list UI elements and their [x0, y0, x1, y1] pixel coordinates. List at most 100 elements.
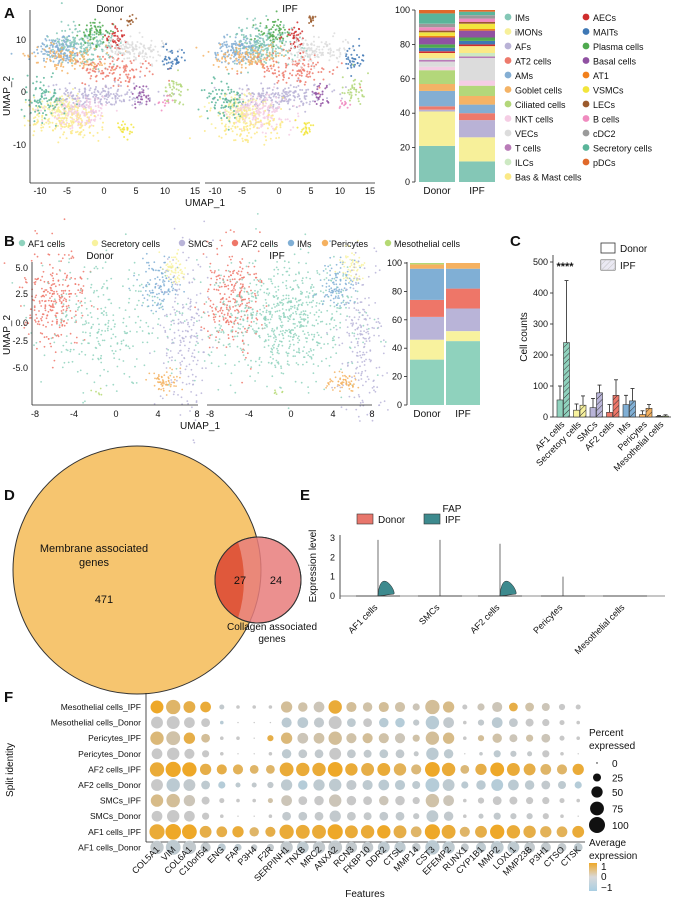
cell-point [225, 286, 227, 288]
cell-point [116, 47, 118, 49]
cell-point [119, 349, 121, 351]
cell-point [89, 72, 91, 74]
cell-point [173, 323, 175, 325]
cell-point [154, 378, 156, 380]
cell-point [97, 42, 99, 44]
cell-point [230, 108, 232, 110]
cell-point [173, 381, 175, 383]
cell-point [35, 296, 37, 298]
cell-point [316, 88, 318, 90]
cell-point [353, 49, 355, 51]
cell-point [273, 86, 275, 88]
cell-point [227, 279, 229, 281]
cell-point [30, 317, 32, 319]
cell-point [94, 19, 96, 21]
cell-point [82, 340, 84, 342]
cell-point [266, 97, 268, 99]
cell-point [339, 56, 341, 58]
cell-point [138, 300, 140, 302]
cell-point [94, 31, 96, 33]
legend-label: Bas & Mast cells [515, 173, 582, 183]
cell-point [264, 71, 266, 73]
cell-point [56, 97, 58, 99]
cell-point [268, 70, 270, 72]
cell-point [227, 49, 229, 51]
cell-point [158, 101, 160, 103]
cell-point [64, 107, 66, 109]
cell-point [331, 91, 333, 93]
cell-point [252, 124, 254, 126]
cell-point [240, 283, 242, 285]
cell-point [227, 285, 229, 287]
legend-label: LECs [593, 100, 616, 110]
cell-point [97, 56, 99, 58]
cell-point [193, 278, 195, 280]
cell-point [187, 324, 189, 326]
cell-point [226, 117, 228, 119]
cell-point [217, 253, 219, 255]
cell-point [244, 128, 246, 130]
cell-point [20, 305, 22, 307]
cell-point [91, 42, 93, 44]
cell-point [120, 30, 122, 32]
cell-point [174, 99, 176, 101]
cell-point [355, 91, 357, 93]
legend-swatch [505, 159, 512, 166]
cell-point [99, 344, 101, 346]
cell-point [305, 75, 307, 77]
cell-point [270, 97, 272, 99]
cell-point [252, 101, 254, 103]
cell-point [326, 97, 328, 99]
cell-point [69, 82, 71, 84]
cell-point [208, 102, 210, 104]
cell-point [118, 359, 120, 361]
cell-point [173, 385, 175, 387]
cell-point [168, 80, 170, 82]
cell-point [110, 30, 112, 32]
cell-point [232, 130, 234, 132]
cell-point [250, 312, 252, 314]
cell-point [246, 90, 248, 92]
cell-point [148, 284, 150, 286]
cell-point [279, 27, 281, 29]
cell-point [41, 120, 43, 122]
cell-point [132, 48, 134, 50]
cell-point [81, 45, 83, 47]
cell-point [90, 327, 92, 329]
cell-point [229, 256, 231, 258]
cell-point [157, 297, 159, 299]
cell-point [48, 99, 50, 101]
cell-point [326, 272, 328, 274]
cell-point [234, 299, 236, 301]
cell-point [101, 126, 103, 128]
cell-point [294, 31, 296, 33]
cell-point [311, 64, 313, 66]
cell-point [256, 131, 258, 133]
cell-point [36, 46, 38, 48]
cell-point [35, 321, 37, 323]
legend-swatch [505, 144, 512, 151]
cell-point [169, 382, 171, 384]
cell-point [249, 63, 251, 65]
cell-point [302, 350, 304, 352]
cell-point [274, 128, 276, 130]
cell-point [97, 26, 99, 28]
cell-point [88, 107, 90, 109]
cell-point [69, 46, 71, 48]
cell-point [273, 24, 275, 26]
cell-point [189, 137, 191, 139]
cell-point [311, 49, 313, 51]
cell-point [229, 57, 231, 59]
cell-point [249, 43, 251, 45]
cell-point [318, 71, 320, 73]
cell-point [250, 360, 252, 362]
cell-point [24, 277, 26, 279]
cell-point [311, 94, 313, 96]
stacked-bar-segment [459, 38, 495, 41]
cell-point [90, 390, 92, 392]
cell-point [89, 89, 91, 91]
cell-point [230, 106, 232, 108]
cell-point [77, 31, 79, 33]
cell-point [111, 350, 113, 352]
cell-point [52, 105, 54, 107]
